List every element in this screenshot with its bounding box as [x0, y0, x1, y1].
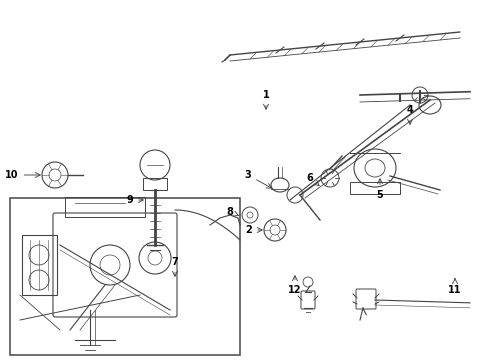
Text: 11: 11 — [447, 279, 461, 295]
Bar — [22, 235, 57, 295]
Bar — [65, 197, 145, 217]
Bar — [142, 178, 167, 190]
Text: 7: 7 — [171, 257, 178, 276]
Text: 8: 8 — [226, 207, 239, 217]
Text: 10: 10 — [5, 170, 40, 180]
Text: 1: 1 — [262, 90, 269, 109]
Text: 4: 4 — [406, 105, 412, 124]
Bar — [10, 198, 240, 355]
Text: 9: 9 — [126, 195, 143, 205]
Text: 5: 5 — [376, 179, 383, 200]
Text: 2: 2 — [245, 225, 262, 235]
Text: 6: 6 — [306, 173, 319, 185]
Text: 3: 3 — [244, 170, 271, 188]
Text: 12: 12 — [287, 276, 301, 295]
